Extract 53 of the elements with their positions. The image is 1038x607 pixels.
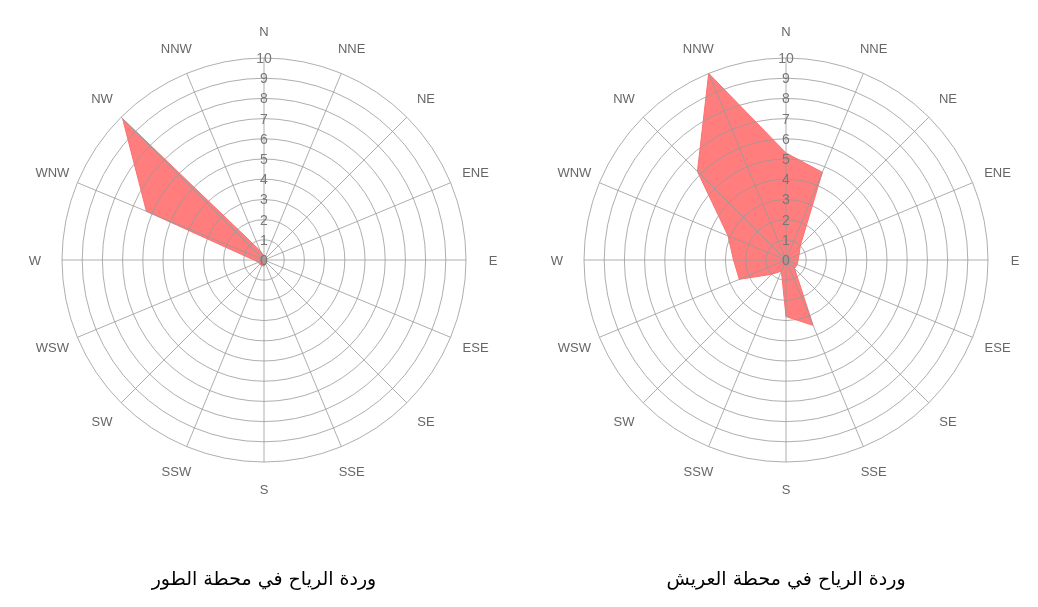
spoke-label: N (781, 23, 791, 39)
spoke-label: N (259, 23, 269, 39)
y-tick-label: 3 (782, 191, 791, 208)
spoke-label: ESE (462, 340, 489, 356)
spoke-label: E (1010, 252, 1020, 268)
y-tick-label: 4 (782, 171, 791, 188)
y-tick-label: 7 (260, 110, 269, 127)
spoke-label: NW (613, 90, 636, 106)
spoke-label: NNW (160, 40, 193, 56)
spoke-label: SW (613, 414, 636, 430)
spoke-label: WNW (557, 164, 593, 180)
spoke-label: NNE (337, 40, 366, 56)
y-tick-label: 0 (782, 252, 791, 268)
spoke-label: SE (939, 414, 957, 430)
spoke-label: E (488, 252, 498, 268)
text: وردة الرياح في محطة العريش (666, 567, 906, 590)
y-tick-label: 9 (782, 70, 791, 87)
y-tick-label: 10 (778, 50, 794, 66)
spoke-label: SSE (338, 464, 365, 480)
spoke-label: SSW (683, 464, 714, 480)
spoke-label: NE (416, 90, 436, 106)
spoke-label: SE (417, 414, 435, 430)
y-tick-label: 3 (260, 191, 269, 208)
y-tick-label: 1 (260, 231, 269, 248)
spoke-label: NE (938, 90, 958, 106)
y-tick-label: 5 (260, 151, 269, 167)
spoke-label: ENE (984, 164, 1012, 180)
y-tick-label: 9 (260, 70, 269, 87)
y-tick-label: 5 (782, 151, 791, 167)
text: وردة الرياح في محطة الطور (150, 567, 377, 590)
spoke-label: SSE (860, 464, 887, 480)
spoke-label: S (781, 481, 791, 497)
spoke-label: WSW (35, 340, 70, 356)
spoke-label: NNW (682, 40, 715, 56)
spoke-label: W (550, 252, 564, 268)
y-tick-label: 2 (782, 211, 791, 228)
y-tick-label: 7 (782, 110, 791, 127)
spoke-label: S (259, 481, 269, 497)
spoke-label: ENE (462, 164, 490, 180)
y-tick-label: 6 (782, 130, 791, 147)
spoke-label: SSW (161, 464, 192, 480)
spoke-label: NNE (859, 40, 888, 56)
spoke-label: WNW (35, 164, 71, 180)
y-tick-label: 2 (260, 211, 269, 228)
spoke-label: ESE (984, 340, 1011, 356)
spoke-label: W (28, 252, 42, 268)
spoke-label: SW (91, 414, 114, 430)
y-tick-label: 6 (260, 130, 269, 147)
y-tick-label: 10 (256, 50, 272, 66)
y-tick-label: 4 (260, 171, 269, 188)
y-tick-label: 1 (782, 231, 791, 248)
spoke-label: WSW (557, 340, 592, 356)
spoke-label: NW (91, 90, 114, 106)
